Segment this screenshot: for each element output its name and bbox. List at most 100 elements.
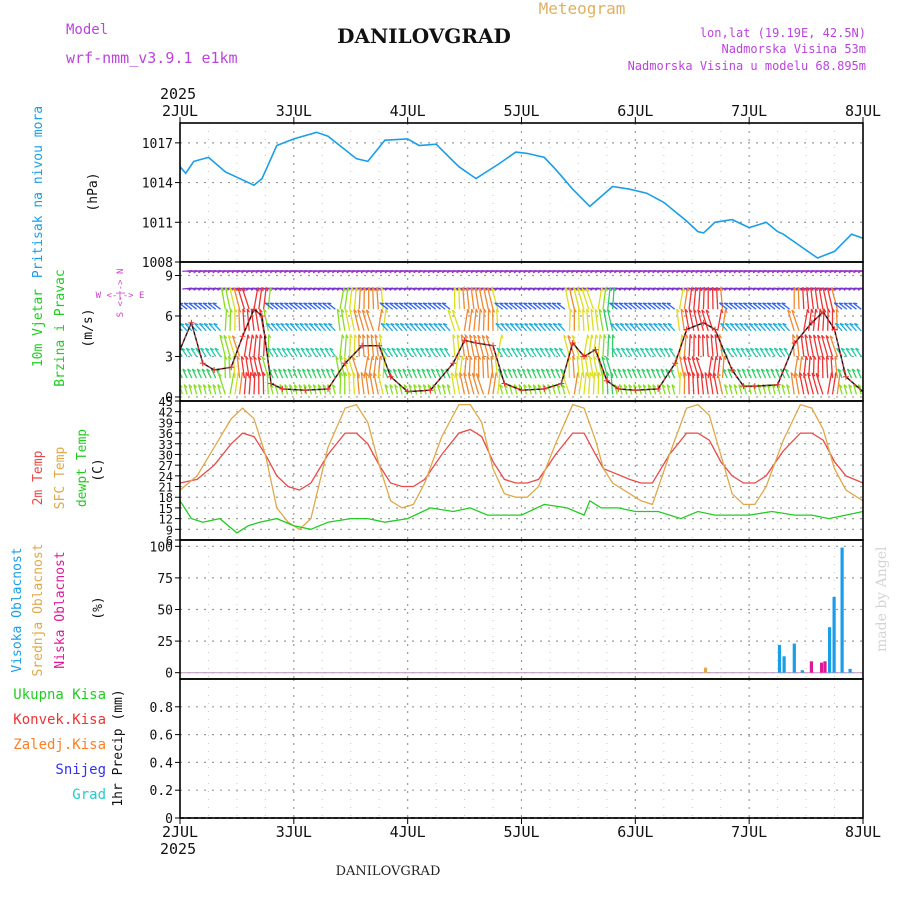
wind-arrow-head xyxy=(182,368,187,372)
wind-arrow-head xyxy=(692,371,696,377)
wind-arrow-head xyxy=(618,302,624,305)
wind-arrow-head xyxy=(605,287,608,292)
wind-arrow-head xyxy=(713,372,717,377)
wind-arrow xyxy=(793,356,799,379)
wind-arrow-head xyxy=(576,355,580,360)
wind-arrow-head xyxy=(827,308,831,313)
wind-arrow xyxy=(764,347,771,357)
wind-arrow-head xyxy=(855,347,860,351)
wind-arrow-head xyxy=(599,334,603,339)
year-bottom: 2025 xyxy=(160,840,196,858)
wind-arrow-head xyxy=(793,286,797,292)
wind-arrow-head xyxy=(440,368,445,372)
wind-gust-marker xyxy=(359,342,366,349)
footer-station: DANILOVGRAD xyxy=(336,864,441,879)
wind-arrow-head xyxy=(325,368,330,372)
wind-arrow-head xyxy=(630,347,635,351)
wind-arrow xyxy=(707,356,713,379)
wind-arrow-head xyxy=(774,347,779,351)
wind-arrow xyxy=(404,323,413,332)
wind-arrow xyxy=(637,302,647,310)
wind-arrow-head xyxy=(176,324,180,325)
wind-arrow-head xyxy=(465,355,469,361)
wind-arrow xyxy=(495,323,504,332)
wind-arrow xyxy=(284,323,293,332)
wind-arrow xyxy=(483,287,489,310)
wind-arrow xyxy=(454,356,459,379)
wind-arrow xyxy=(738,384,743,395)
wind-arrow xyxy=(727,368,733,379)
wind-arrow xyxy=(468,308,473,331)
wind-arrow xyxy=(279,302,288,310)
temp-line-2m xyxy=(179,428,864,491)
wind-arrow xyxy=(190,347,198,357)
wind-arrow xyxy=(504,323,513,332)
wind-arrow-head xyxy=(207,384,212,388)
wind-arrow-head xyxy=(217,384,222,388)
x-tick-label-bottom: 5JUL xyxy=(503,823,539,841)
wind-arrow xyxy=(615,347,623,357)
wind-arrow-head xyxy=(408,302,413,305)
wind-arrow xyxy=(327,302,336,310)
wind-arrow-head xyxy=(734,322,739,326)
wind-arrow xyxy=(237,288,246,310)
wind-gust-marker xyxy=(729,366,736,373)
wind-arrow xyxy=(797,287,800,310)
wind-arrow-head xyxy=(504,384,508,388)
wind-arrow-head xyxy=(624,322,629,326)
wind-arrow xyxy=(539,347,547,357)
wind-arrow xyxy=(386,347,394,357)
wind-arrow xyxy=(316,368,322,379)
wind-arrow xyxy=(339,334,343,357)
wind-arrow xyxy=(661,302,671,310)
wind-arrow xyxy=(611,347,618,357)
wind-arrow-head xyxy=(538,322,543,326)
wind-arrow-head xyxy=(200,347,205,351)
wind-arrow-head xyxy=(840,347,846,351)
wind-arrow-head xyxy=(502,368,507,372)
wind-arrow xyxy=(555,368,561,379)
wind-arrow-head xyxy=(739,322,744,326)
wind-arrow-head xyxy=(537,302,542,305)
wind-arrow-head xyxy=(486,355,490,360)
wind-arrow xyxy=(383,368,389,379)
wind-arrow-head xyxy=(519,322,524,326)
wind-arrow xyxy=(712,372,719,395)
wind-arrow xyxy=(729,323,738,332)
wind-arrow-head xyxy=(768,322,773,326)
wind-arrow xyxy=(331,384,336,395)
x-tick-label-bottom: 4JUL xyxy=(390,823,426,841)
wind-arrow xyxy=(485,335,494,357)
cloud-low-label: Niska Oblacnost xyxy=(53,551,68,668)
wind-arrow-head xyxy=(371,356,375,361)
wind-arrow-head xyxy=(806,308,810,314)
wind-arrow-head xyxy=(614,384,618,388)
wind-arrow xyxy=(577,287,585,310)
wind-arrow-head xyxy=(409,322,414,326)
wind-arrow xyxy=(200,347,207,357)
wind-arrow-head xyxy=(609,287,613,292)
wind-arrow xyxy=(721,308,727,331)
wind-arrow xyxy=(459,372,466,395)
wind-arrow-head xyxy=(557,322,562,326)
wind-arrow-head xyxy=(664,347,669,351)
wind-arrow xyxy=(536,368,542,379)
wind-arrow xyxy=(518,302,527,310)
wind-arrow-head xyxy=(621,347,626,351)
wind-arrow xyxy=(822,287,829,310)
wind-arrow xyxy=(594,308,599,331)
wind-arrow-head xyxy=(794,372,799,377)
wind-arrow-head xyxy=(385,308,389,314)
wind-arrow-head xyxy=(625,347,630,351)
wind-arrow-head xyxy=(199,322,204,326)
wind-arrow-head xyxy=(305,347,310,351)
wind-arrow xyxy=(372,287,375,310)
wind-arrow-head xyxy=(499,384,504,388)
wind-arrow xyxy=(497,334,503,357)
wind-arrow-head xyxy=(644,347,650,351)
wind-arrow-head xyxy=(379,334,383,339)
x-tick-label-bottom: 7JUL xyxy=(731,823,767,841)
wind-arrow xyxy=(419,347,427,357)
wind-arrow xyxy=(477,335,485,357)
wind-arrow-head xyxy=(744,322,749,326)
